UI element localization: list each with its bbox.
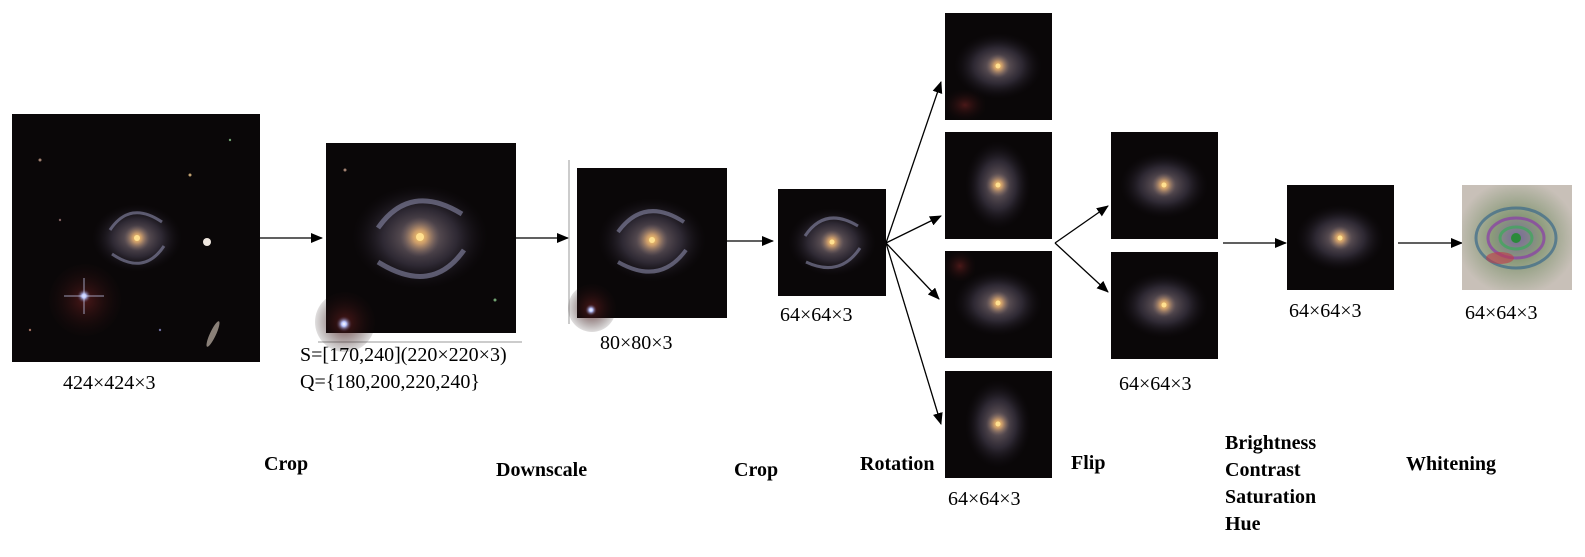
- step-label-color-jitter: Brightness Contrast Saturation Hue: [1225, 430, 1316, 538]
- random-crop-galaxy-image: [778, 189, 886, 296]
- size-label-color: 64×64×3: [1289, 300, 1362, 322]
- step-label-downscale: Downscale: [496, 459, 588, 481]
- step-label-saturation: Saturation: [1225, 486, 1317, 508]
- arrow-to-flip-2: [1054, 242, 1109, 293]
- crop-param-q: Q={180,200,220,240}: [300, 371, 480, 393]
- flip-image-1: [1111, 132, 1218, 239]
- rotation-image-2: [945, 132, 1052, 239]
- flip-image-2: [1111, 252, 1218, 359]
- downscaled-galaxy-image: [568, 168, 727, 332]
- rotation-image-4: [945, 371, 1052, 478]
- size-label-whitening: 64×64×3: [1465, 302, 1538, 324]
- size-label-original: 424×424×3: [63, 372, 156, 394]
- arrow-to-rotation-3: [885, 242, 940, 300]
- size-label-rotation: 64×64×3: [948, 488, 1021, 510]
- size-label-downscaled: 80×80×3: [600, 332, 673, 354]
- original-galaxy-image: [12, 114, 260, 362]
- step-label-crop-2: Crop: [734, 459, 779, 481]
- step-label-crop-1: Crop: [264, 453, 309, 475]
- cropped-galaxy-image: [315, 143, 516, 352]
- color-adjusted-image: [1287, 185, 1394, 290]
- size-label-crop: 64×64×3: [780, 304, 853, 326]
- step-label-flip: Flip: [1071, 452, 1106, 474]
- arrow-to-rotation-2: [885, 215, 942, 244]
- flow-arrows: [260, 81, 1463, 425]
- arrow-to-flip-1: [1054, 205, 1109, 244]
- whitened-image: [1462, 185, 1572, 290]
- arrow-to-rotation-4: [885, 242, 943, 425]
- step-label-contrast: Contrast: [1225, 459, 1301, 481]
- size-label-flip: 64×64×3: [1119, 373, 1192, 395]
- arrow-to-rotation-1: [885, 81, 943, 244]
- crop-param-s: S=[170,240](220×220×3): [300, 344, 507, 366]
- step-label-brightness: Brightness: [1225, 432, 1317, 454]
- step-label-whitening: Whitening: [1406, 453, 1497, 475]
- step-label-hue: Hue: [1225, 513, 1261, 535]
- rotation-image-3: [945, 251, 1052, 358]
- rotation-image-1: [945, 13, 1052, 120]
- step-label-rotation: Rotation: [860, 453, 935, 475]
